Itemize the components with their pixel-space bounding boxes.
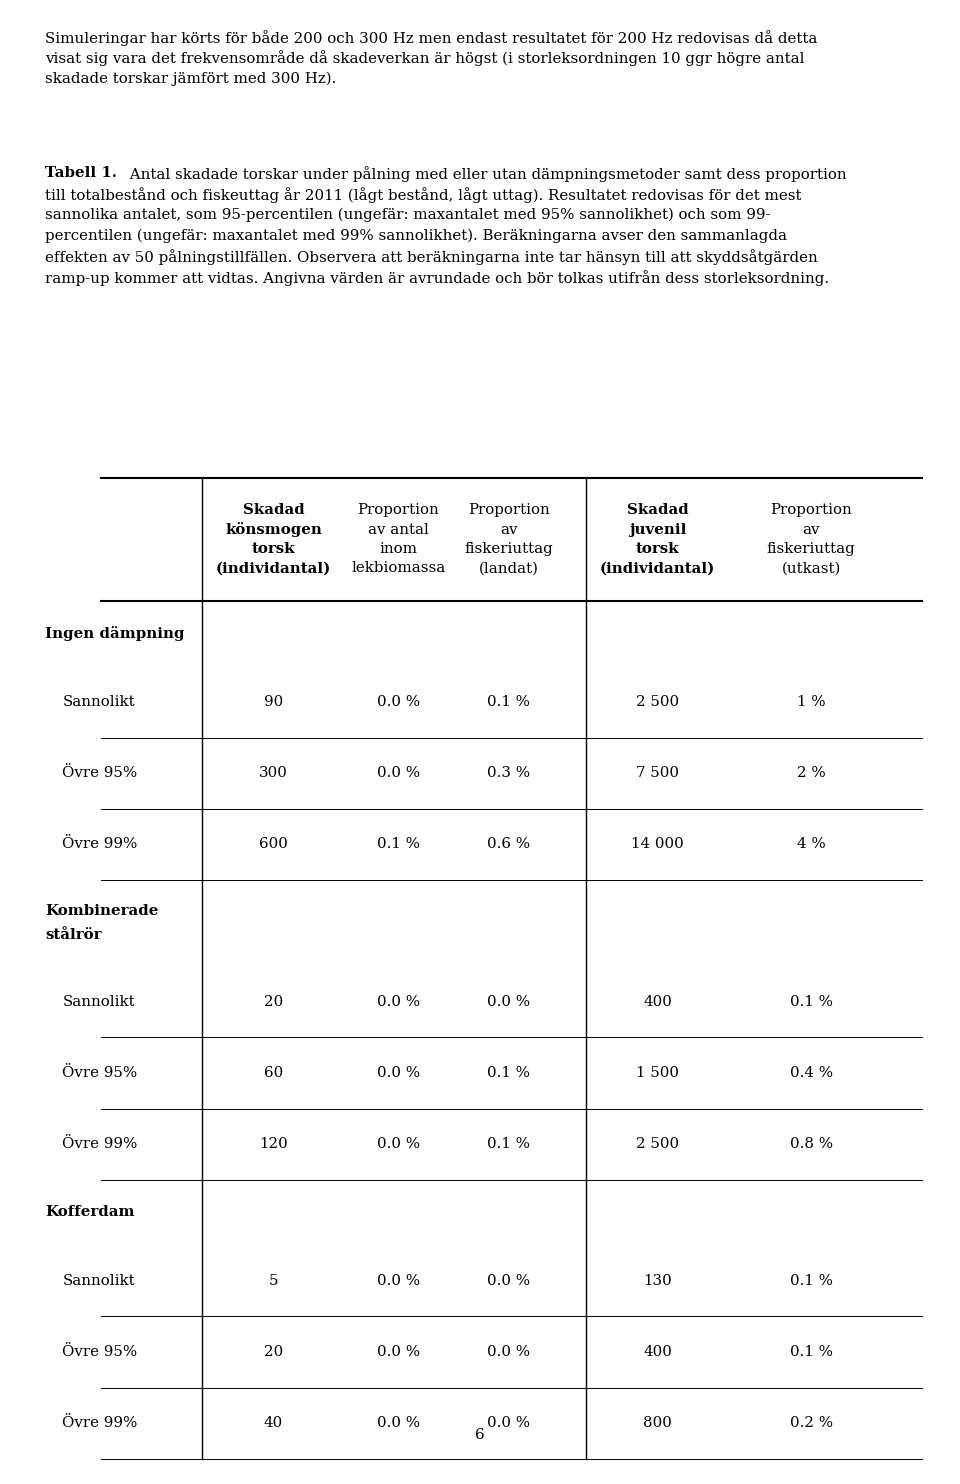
Text: 14 000: 14 000 [632, 837, 684, 852]
Text: Sannolikt: Sannolikt [62, 994, 135, 1009]
Text: 400: 400 [643, 1345, 672, 1359]
Text: 2 500: 2 500 [636, 695, 679, 709]
Text: 0.0 %: 0.0 % [488, 1345, 530, 1359]
Text: 0.0 %: 0.0 % [377, 1345, 420, 1359]
Text: 0.0 %: 0.0 % [377, 1416, 420, 1431]
Text: 0.0 %: 0.0 % [377, 1066, 420, 1080]
Text: 0.8 %: 0.8 % [790, 1137, 832, 1152]
Text: 6: 6 [475, 1428, 485, 1442]
Text: stålrör: stålrör [45, 928, 102, 942]
Text: Skadad: Skadad [243, 503, 304, 518]
Text: 2 %: 2 % [797, 766, 826, 781]
Text: 0.3 %: 0.3 % [488, 766, 530, 781]
Text: 20: 20 [264, 994, 283, 1009]
Text: Simuleringar har körts för både 200 och 300 Hz men endast resultatet för 200 Hz : Simuleringar har körts för både 200 och … [45, 30, 818, 46]
Text: visat sig vara det frekvensområde då skadeverkan är högst (i storleksordningen 1: visat sig vara det frekvensområde då ska… [45, 50, 804, 67]
Text: 400: 400 [643, 994, 672, 1009]
Text: (individantal): (individantal) [216, 561, 331, 576]
Text: fiskeriuttag: fiskeriuttag [767, 542, 855, 556]
Text: 4 %: 4 % [797, 837, 826, 852]
Text: av antal: av antal [368, 522, 429, 537]
Text: torsk: torsk [252, 542, 296, 556]
Text: (individantal): (individantal) [600, 561, 715, 576]
Text: sannolika antalet, som 95-percentilen (ungefär: maxantalet med 95% sannolikhet) : sannolika antalet, som 95-percentilen (u… [45, 208, 771, 223]
Text: Tabell 1.: Tabell 1. [45, 166, 117, 180]
Text: Proportion: Proportion [770, 503, 852, 518]
Text: 0.1 %: 0.1 % [488, 695, 530, 709]
Text: 7 500: 7 500 [636, 766, 679, 781]
Text: lekbiomassa: lekbiomassa [351, 561, 445, 576]
Text: ramp-up kommer att vidtas. Angivna värden är avrundade och bör tolkas utifrån de: ramp-up kommer att vidtas. Angivna värde… [45, 270, 829, 286]
Text: av: av [500, 522, 517, 537]
Text: 0.0 %: 0.0 % [377, 1137, 420, 1152]
Text: av: av [803, 522, 820, 537]
Text: 0.4 %: 0.4 % [790, 1066, 832, 1080]
Text: torsk: torsk [636, 542, 680, 556]
Text: 60: 60 [264, 1066, 283, 1080]
Text: skadade torskar jämfört med 300 Hz).: skadade torskar jämfört med 300 Hz). [45, 71, 336, 86]
Text: Ingen dämpning: Ingen dämpning [45, 626, 184, 641]
Text: 0.0 %: 0.0 % [488, 994, 530, 1009]
Text: Skadad: Skadad [627, 503, 688, 518]
Text: 0.1 %: 0.1 % [790, 994, 832, 1009]
Text: könsmogen: könsmogen [226, 522, 322, 537]
Text: juvenil: juvenil [629, 522, 686, 537]
Text: 0.0 %: 0.0 % [488, 1416, 530, 1431]
Text: 0.1 %: 0.1 % [790, 1273, 832, 1288]
Text: (landat): (landat) [479, 561, 539, 576]
Text: 0.1 %: 0.1 % [790, 1345, 832, 1359]
Text: 0.0 %: 0.0 % [377, 994, 420, 1009]
Text: 0.0 %: 0.0 % [377, 695, 420, 709]
Text: 1 %: 1 % [797, 695, 826, 709]
Text: 0.0 %: 0.0 % [377, 1273, 420, 1288]
Text: till totalbestånd och fiskeuttag år 2011 (lågt bestånd, lågt uttag). Resultatet : till totalbestånd och fiskeuttag år 2011… [45, 187, 802, 203]
Text: 120: 120 [259, 1137, 288, 1152]
Text: 800: 800 [643, 1416, 672, 1431]
Text: Proportion: Proportion [357, 503, 440, 518]
Text: 5: 5 [269, 1273, 278, 1288]
Text: Kofferdam: Kofferdam [45, 1205, 134, 1220]
Text: effekten av 50 pålningstillfällen. Observera att beräkningarna inte tar hänsyn t: effekten av 50 pålningstillfällen. Obser… [45, 249, 818, 266]
Text: Sannolikt: Sannolikt [62, 1273, 135, 1288]
Text: 40: 40 [264, 1416, 283, 1431]
Text: Övre 95%: Övre 95% [62, 1066, 137, 1080]
Text: Övre 95%: Övre 95% [62, 1345, 137, 1359]
Text: (utkast): (utkast) [781, 561, 841, 576]
Text: 0.1 %: 0.1 % [488, 1066, 530, 1080]
Text: fiskeriuttag: fiskeriuttag [465, 542, 553, 556]
Text: inom: inom [379, 542, 418, 556]
Text: 1 500: 1 500 [636, 1066, 679, 1080]
Text: 130: 130 [643, 1273, 672, 1288]
Text: Övre 95%: Övre 95% [62, 766, 137, 781]
Text: 20: 20 [264, 1345, 283, 1359]
Text: Sannolikt: Sannolikt [62, 695, 135, 709]
Text: Proportion: Proportion [468, 503, 550, 518]
Text: 0.1 %: 0.1 % [377, 837, 420, 852]
Text: Övre 99%: Övre 99% [62, 837, 138, 852]
Text: 0.2 %: 0.2 % [790, 1416, 832, 1431]
Text: 0.0 %: 0.0 % [377, 766, 420, 781]
Text: 0.1 %: 0.1 % [488, 1137, 530, 1152]
Text: 300: 300 [259, 766, 288, 781]
Text: 2 500: 2 500 [636, 1137, 679, 1152]
Text: Övre 99%: Övre 99% [62, 1137, 138, 1152]
Text: Antal skadade torskar under pålning med eller utan dämpningsmetoder samt dess pr: Antal skadade torskar under pålning med … [125, 166, 847, 183]
Text: 0.6 %: 0.6 % [488, 837, 530, 852]
Text: percentilen (ungefär: maxantalet med 99% sannolikhet). Beräkningarna avser den s: percentilen (ungefär: maxantalet med 99%… [45, 229, 787, 243]
Text: 600: 600 [259, 837, 288, 852]
Text: Övre 99%: Övre 99% [62, 1416, 138, 1431]
Text: 90: 90 [264, 695, 283, 709]
Text: Kombinerade: Kombinerade [45, 904, 158, 919]
Text: 0.0 %: 0.0 % [488, 1273, 530, 1288]
